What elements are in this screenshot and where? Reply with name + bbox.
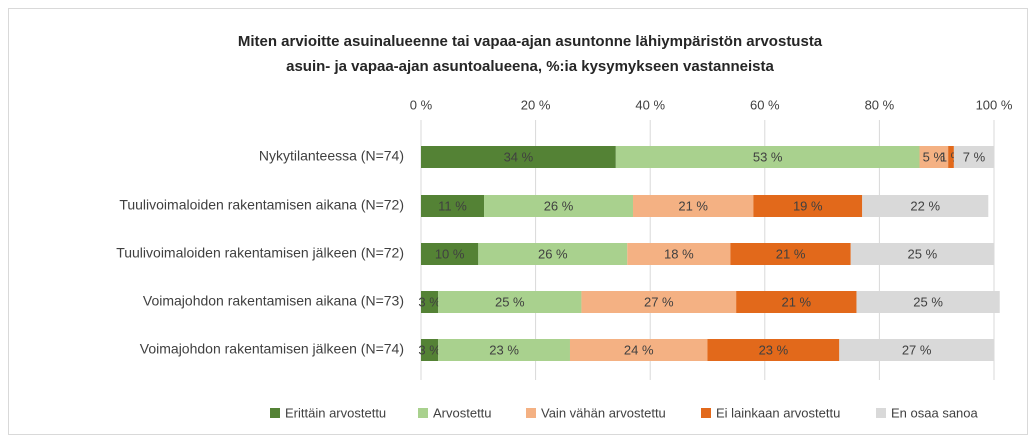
data-label: 21 % (781, 294, 811, 309)
data-label: 25 % (913, 294, 943, 309)
bar-segment (421, 339, 439, 361)
bar-segment (421, 243, 479, 265)
data-label: 21 % (776, 246, 806, 261)
chart-title: Miten arvioitte asuinalueenne tai vapaa-… (238, 33, 823, 50)
category-label: Voimajohdon rakentamisen aikana (N=73) (143, 293, 404, 309)
chart-title: asuin- ja vapaa-ajan asuntoalueena, %:ia… (286, 58, 774, 75)
bar-segment (615, 146, 920, 168)
x-tick-label: 0 % (410, 97, 433, 112)
data-label: 11 % (438, 198, 467, 213)
bar-segment (421, 195, 485, 217)
legend-swatch (526, 408, 536, 418)
bar-segment (627, 243, 731, 265)
data-label: 21 % (678, 198, 708, 213)
bar-segment (478, 243, 628, 265)
legend-swatch (270, 408, 280, 418)
data-label: 3 % (418, 342, 441, 357)
bar-segment (753, 195, 863, 217)
data-label: 23 % (489, 342, 519, 357)
bar-segment (421, 146, 616, 168)
legend-swatch (418, 408, 428, 418)
bar-segment (484, 195, 634, 217)
bar-segment (707, 339, 840, 361)
x-tick-label: 40 % (635, 97, 665, 112)
x-tick-label: 80 % (865, 97, 895, 112)
bar-segment (569, 339, 708, 361)
category-label: Tuulivoimaloiden rakentamisen jälkeen (N… (116, 245, 404, 261)
category-label: Voimajohdon rakentamisen jälkeen (N=74) (140, 341, 404, 357)
data-label: 27 % (644, 294, 674, 309)
bar-segment (438, 339, 570, 361)
category-label: Nykytilanteessa (N=74) (259, 148, 404, 164)
data-label: 22 % (910, 198, 940, 213)
data-label: 53 % (753, 149, 783, 164)
bar-segment (730, 243, 851, 265)
bar-segment (862, 195, 989, 217)
legend-label: Ei lainkaan arvostettu (716, 405, 840, 420)
x-tick-label: 20 % (521, 97, 551, 112)
chart-border (8, 8, 1028, 435)
bar-segment (438, 291, 582, 313)
data-label: 18 % (664, 246, 694, 261)
x-tick-label: 60 % (750, 97, 780, 112)
bar-segment (856, 291, 1000, 313)
data-label: 25 % (495, 294, 525, 309)
data-label: 34 % (504, 149, 534, 164)
legend-swatch (876, 408, 886, 418)
bar-segment (633, 195, 754, 217)
data-label: 7 % (963, 149, 986, 164)
data-label: 26 % (544, 198, 574, 213)
legend-label: Erittäin arvostettu (285, 405, 386, 420)
data-label: 23 % (759, 342, 789, 357)
bar-segment (919, 146, 949, 168)
bar-segment (953, 146, 994, 168)
bar-segment (581, 291, 737, 313)
data-label: 26 % (538, 246, 568, 261)
bar-segment (421, 291, 439, 313)
data-label: 25 % (908, 246, 938, 261)
data-label: 10 % (435, 246, 465, 261)
legend-label: En osaa sanoa (891, 405, 979, 420)
bar-segment (736, 291, 857, 313)
data-label: 24 % (624, 342, 654, 357)
data-label: 19 % (793, 198, 823, 213)
bar-segment (839, 339, 994, 361)
data-label: 5 % (923, 149, 946, 164)
data-label: 27 % (902, 342, 932, 357)
bar-segment (850, 243, 994, 265)
data-label: 3 % (418, 294, 441, 309)
bar-segment (948, 146, 954, 168)
legend-label: Arvostettu (433, 405, 492, 420)
x-tick-label: 100 % (976, 97, 1013, 112)
category-label: Tuulivoimaloiden rakentamisen aikana (N=… (119, 197, 404, 213)
legend-label: Vain vähän arvostettu (541, 405, 666, 420)
legend-swatch (701, 408, 711, 418)
